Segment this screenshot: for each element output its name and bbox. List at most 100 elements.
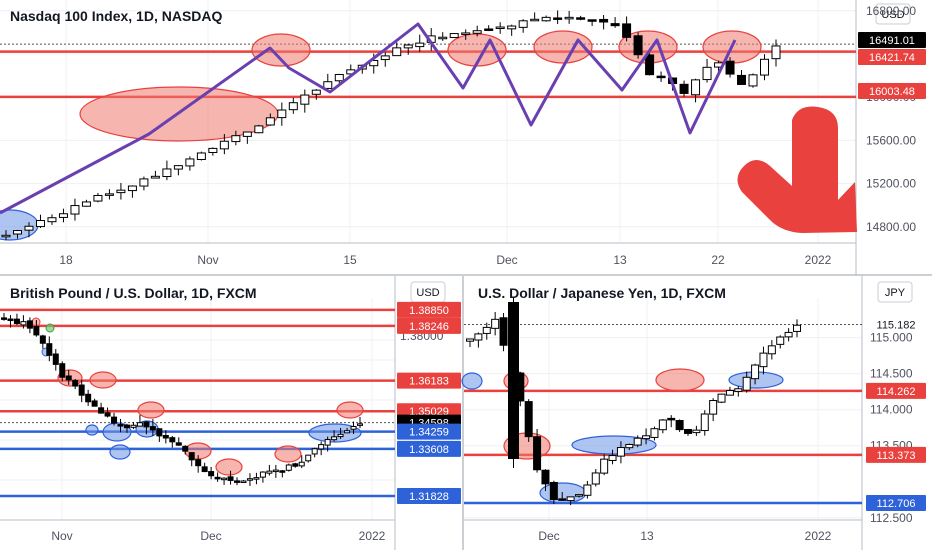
candle	[35, 220, 45, 228]
candle	[692, 429, 701, 434]
candle	[12, 230, 22, 235]
y-tick-label: 112.500	[870, 511, 913, 525]
candle	[587, 19, 597, 22]
candle	[208, 147, 218, 154]
candle	[266, 470, 273, 474]
price-label-last	[866, 316, 926, 333]
price-label-text: 1.38246	[409, 321, 449, 333]
candle	[272, 469, 279, 473]
candle	[188, 452, 195, 461]
candle	[201, 466, 208, 473]
price-label-text: 1.31828	[409, 491, 449, 503]
price-label-last	[858, 32, 926, 48]
candle	[541, 16, 551, 22]
price-label-text: 16421.74	[869, 52, 915, 64]
candle	[495, 26, 505, 30]
candle	[208, 471, 215, 477]
support-zone	[85, 424, 99, 436]
candle	[26, 320, 33, 329]
candle	[259, 471, 266, 478]
resistance-zone	[89, 371, 117, 389]
x-tick-label: Nov	[197, 253, 218, 267]
candle	[642, 435, 651, 440]
level-marker	[45, 323, 55, 333]
candle	[72, 380, 79, 387]
candle	[461, 32, 471, 35]
candle	[667, 417, 676, 421]
candle	[415, 42, 425, 48]
candle	[285, 464, 292, 471]
candle	[334, 73, 344, 82]
candle	[13, 318, 20, 325]
candle	[311, 89, 321, 95]
candle	[658, 419, 667, 431]
candle	[24, 225, 34, 231]
candle	[622, 23, 632, 38]
candle	[702, 66, 712, 81]
candle	[311, 448, 318, 455]
support-zone	[461, 372, 483, 390]
candle	[175, 442, 182, 446]
x-tick-label: 13	[613, 253, 627, 267]
candle	[742, 376, 751, 391]
candle	[91, 400, 98, 407]
candle	[575, 494, 583, 497]
candle	[591, 472, 600, 485]
candle	[253, 477, 260, 480]
candle	[482, 326, 491, 334]
candle	[566, 496, 575, 502]
candle	[149, 426, 156, 431]
candle	[117, 424, 124, 427]
candle	[491, 318, 500, 329]
candle	[195, 459, 202, 467]
candle	[227, 476, 234, 481]
candle	[767, 345, 776, 355]
price-label-text: 1.36183	[409, 376, 449, 388]
x-tick-label: Dec	[200, 529, 221, 543]
support-zone	[308, 423, 362, 443]
price-label-resistance	[866, 446, 926, 463]
candle	[466, 338, 474, 342]
candle	[1, 317, 7, 320]
candle	[234, 480, 241, 483]
candle	[558, 498, 567, 501]
candle	[139, 178, 149, 187]
candle	[776, 336, 785, 345]
x-tick-label: 22	[711, 253, 725, 267]
candle	[277, 109, 287, 119]
candle	[725, 60, 735, 75]
candle	[52, 353, 59, 365]
price-label-support	[397, 488, 461, 505]
x-tick-label: 2022	[805, 253, 832, 267]
price-label-resistance	[397, 372, 461, 389]
candle	[472, 30, 482, 34]
panel-title: U.S. Dollar / Japanese Yen, 1D, FXCM	[478, 285, 726, 301]
candle	[759, 352, 768, 368]
candle	[300, 94, 310, 105]
candle	[265, 117, 275, 126]
candle	[656, 75, 666, 79]
x-tick-label: 2022	[805, 529, 832, 543]
candle	[219, 140, 229, 150]
candle	[760, 58, 770, 76]
candle	[616, 447, 625, 457]
currency-button	[875, 3, 911, 25]
currency-button	[877, 281, 913, 303]
candle	[240, 480, 247, 484]
resistance-zone	[336, 401, 364, 419]
candle	[221, 477, 228, 481]
candle	[357, 423, 363, 426]
price-label-text: 1.34259	[409, 427, 449, 439]
price-label-resistance	[866, 382, 926, 399]
candle	[709, 400, 718, 415]
candle	[39, 335, 46, 344]
candle	[403, 44, 413, 49]
price-label-resistance	[858, 83, 926, 99]
resistance-zone	[274, 445, 302, 463]
y-tick-label: 114.000	[870, 403, 913, 417]
candle	[610, 23, 620, 27]
x-tick-label: 13	[640, 529, 654, 543]
price-label-resistance	[858, 49, 926, 65]
candle	[231, 135, 241, 143]
